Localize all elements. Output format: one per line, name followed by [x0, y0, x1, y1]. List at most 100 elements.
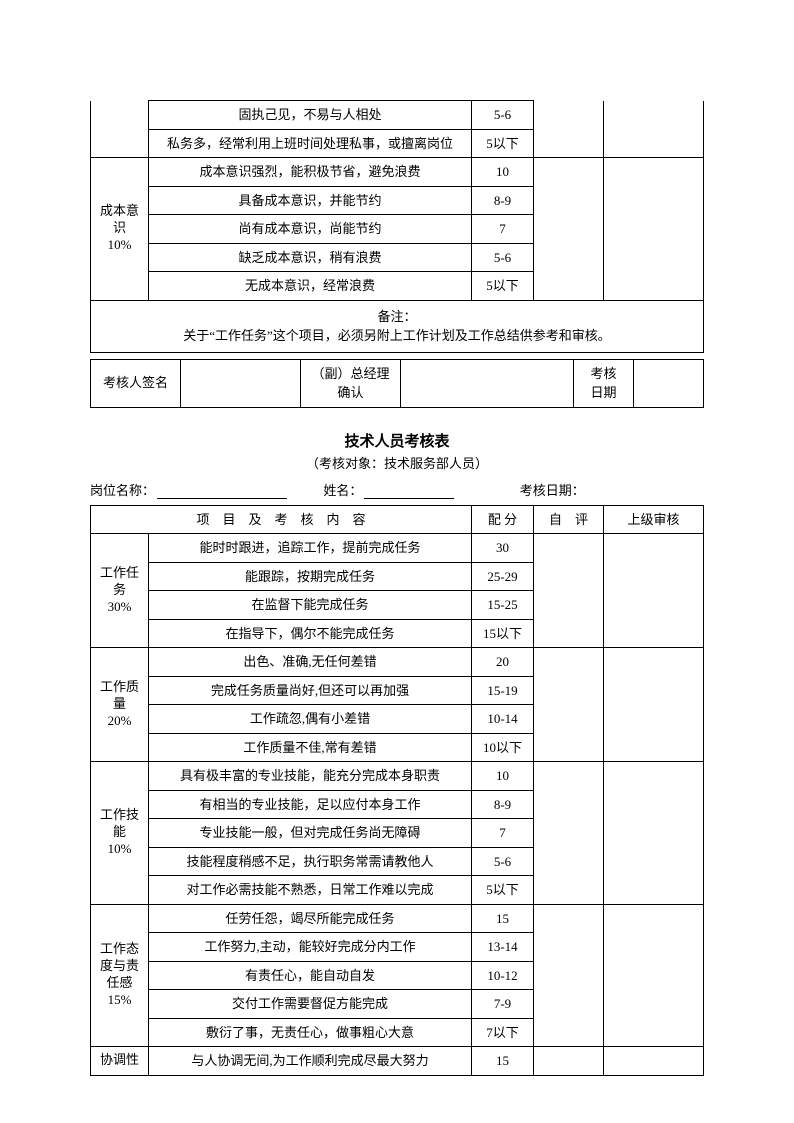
upper-cell: [604, 648, 704, 762]
notes-row: 备注： 关于“工作任务”这个项目，必须另附上工作计划及工作总结供参考和审核。: [91, 300, 704, 352]
header-score: 配 分: [472, 505, 534, 534]
category-line: 10%: [108, 237, 132, 252]
post-blank: [157, 483, 287, 499]
manager-confirm-label: （副）总经理 确认: [301, 359, 401, 407]
table-header-row: 项 目 及 考 核 内 容 配 分 自 评 上级审核: [91, 505, 704, 534]
desc-cell: 任劳任怨，竭尽所能完成任务: [149, 904, 472, 933]
desc-cell: 能跟踪，按期完成任务: [149, 562, 472, 591]
score-cell: 15: [472, 1047, 534, 1076]
category-line: 识: [113, 220, 126, 235]
date-label: 考核日期：: [520, 480, 585, 499]
desc-cell: 固执己见，不易与人相处: [149, 101, 472, 130]
desc-cell: 工作疏忽,偶有小差错: [149, 705, 472, 734]
category-cell-empty: [91, 101, 149, 158]
category-cell: 工作任务30%: [91, 534, 149, 648]
table-row: 成本意 识 10% 成本意识强烈，能积极节省，避免浪费 10: [91, 158, 704, 187]
score-cell: 5-6: [472, 847, 534, 876]
desc-cell: 工作努力,主动，能较好完成分内工作: [149, 933, 472, 962]
desc-cell: 专业技能一般，但对完成任务尚无障碍: [149, 819, 472, 848]
top-partial-table: 固执己见，不易与人相处 5-6 私务多，经常利用上班时间处理私事，或擅离岗位 5…: [90, 100, 704, 353]
self-cell: [534, 648, 604, 762]
table-row: 工作技能10%具有极丰富的专业技能，能充分完成本身职责10: [91, 762, 704, 791]
desc-cell: 出色、准确,无任何差错: [149, 648, 472, 677]
notes-line2: 关于“工作任务”这个项目，必须另附上工作计划及工作总结供参考和审核。: [183, 328, 611, 343]
category-cell: 工作技能10%: [91, 762, 149, 905]
table-row: 协调性与人协调无间,为工作顺利完成尽最大努力15: [91, 1047, 704, 1076]
date-line2: 日期: [590, 385, 616, 400]
date-field: 考核日期：: [520, 480, 704, 499]
score-cell: 20: [472, 648, 534, 677]
desc-cell: 与人协调无间,为工作顺利完成尽最大努力: [149, 1047, 472, 1076]
score-cell: 5以下: [472, 129, 534, 158]
desc-cell: 对工作必需技能不熟悉，日常工作难以完成: [149, 876, 472, 905]
desc-cell: 缺乏成本意识，稍有浪费: [149, 243, 472, 272]
name-blank: [364, 483, 454, 499]
desc-cell: 在指导下，偶尔不能完成任务: [149, 619, 472, 648]
name-field: 姓名：: [323, 480, 519, 499]
desc-cell: 具备成本意识，并能节约: [149, 186, 472, 215]
score-cell: 8-9: [472, 186, 534, 215]
score-cell: 7以下: [472, 1018, 534, 1047]
document-page: 固执己见，不易与人相处 5-6 私务多，经常利用上班时间处理私事，或擅离岗位 5…: [0, 0, 794, 1116]
score-cell: 10-14: [472, 705, 534, 734]
category-cell: 工作态度与责任感15%: [91, 904, 149, 1047]
signature-table: 考核人签名 （副）总经理 确认 考核 日期: [90, 359, 704, 408]
desc-cell: 敷衍了事，无责任心，做事粗心大意: [149, 1018, 472, 1047]
desc-cell: 具有极丰富的专业技能，能充分完成本身职责: [149, 762, 472, 791]
notes-line1: 备注：: [377, 309, 416, 324]
self-cell: [534, 101, 604, 158]
score-cell: 5-6: [472, 101, 534, 130]
self-cell: [534, 1047, 604, 1076]
mgr-line1: （副）总经理: [311, 366, 389, 381]
score-cell: 5以下: [472, 876, 534, 905]
score-cell: 10: [472, 158, 534, 187]
form-header-line: 岗位名称： 姓名： 考核日期：: [90, 480, 704, 499]
manager-confirm-value: [401, 359, 574, 407]
signer-label: 考核人签名: [91, 359, 181, 407]
header-self: 自 评: [534, 505, 604, 534]
table-row: 工作任务30%能时时跟进，追踪工作，提前完成任务30: [91, 534, 704, 563]
score-cell: 8-9: [472, 790, 534, 819]
upper-cell: [604, 762, 704, 905]
score-cell: 15-19: [472, 676, 534, 705]
score-cell: 5-6: [472, 243, 534, 272]
header-project: 项 目 及 考 核 内 容: [91, 505, 472, 534]
desc-cell: 成本意识强烈，能积极节省，避免浪费: [149, 158, 472, 187]
form-subtitle: （考核对象：技术服务部人员）: [90, 453, 704, 472]
score-cell: 15以下: [472, 619, 534, 648]
desc-cell: 能时时跟进，追踪工作，提前完成任务: [149, 534, 472, 563]
desc-cell: 技能程度稍感不足，执行职务常需请教他人: [149, 847, 472, 876]
table-row: 工作质量20%出色、准确,无任何差错20: [91, 648, 704, 677]
form-title: 技术人员考核表: [90, 430, 704, 451]
mgr-line2: 确认: [337, 385, 363, 400]
desc-cell: 尚有成本意识，尚能节约: [149, 215, 472, 244]
desc-cell: 私务多，经常利用上班时间处理私事，或擅离岗位: [149, 129, 472, 158]
table-row: 考核人签名 （副）总经理 确认 考核 日期: [91, 359, 704, 407]
category-cell: 工作质量20%: [91, 648, 149, 762]
score-cell: 7: [472, 819, 534, 848]
category-cell: 协调性: [91, 1047, 149, 1076]
notes-cell: 备注： 关于“工作任务”这个项目，必须另附上工作计划及工作总结供参考和审核。: [91, 300, 704, 352]
main-assessment-table: 项 目 及 考 核 内 容 配 分 自 评 上级审核 工作任务30%能时时跟进，…: [90, 505, 704, 1076]
upper-cell: [604, 534, 704, 648]
desc-cell: 无成本意识，经常浪费: [149, 272, 472, 301]
category-line: 成本意: [100, 203, 139, 218]
name-label: 姓名：: [323, 480, 362, 499]
score-cell: 10-12: [472, 961, 534, 990]
post-field: 岗位名称：: [90, 480, 323, 499]
score-cell: 7: [472, 215, 534, 244]
review-date-value: [634, 359, 704, 407]
table-row: 固执己见，不易与人相处 5-6: [91, 101, 704, 130]
desc-cell: 有相当的专业技能，足以应付本身工作: [149, 790, 472, 819]
upper-cell: [604, 158, 704, 301]
review-date-label: 考核 日期: [574, 359, 634, 407]
upper-cell: [604, 904, 704, 1047]
score-cell: 15-25: [472, 591, 534, 620]
score-cell: 5以下: [472, 272, 534, 301]
desc-cell: 在监督下能完成任务: [149, 591, 472, 620]
post-label: 岗位名称：: [90, 480, 155, 499]
desc-cell: 完成任务质量尚好,但还可以再加强: [149, 676, 472, 705]
category-cell-cost: 成本意 识 10%: [91, 158, 149, 301]
upper-cell: [604, 1047, 704, 1076]
score-cell: 10: [472, 762, 534, 791]
